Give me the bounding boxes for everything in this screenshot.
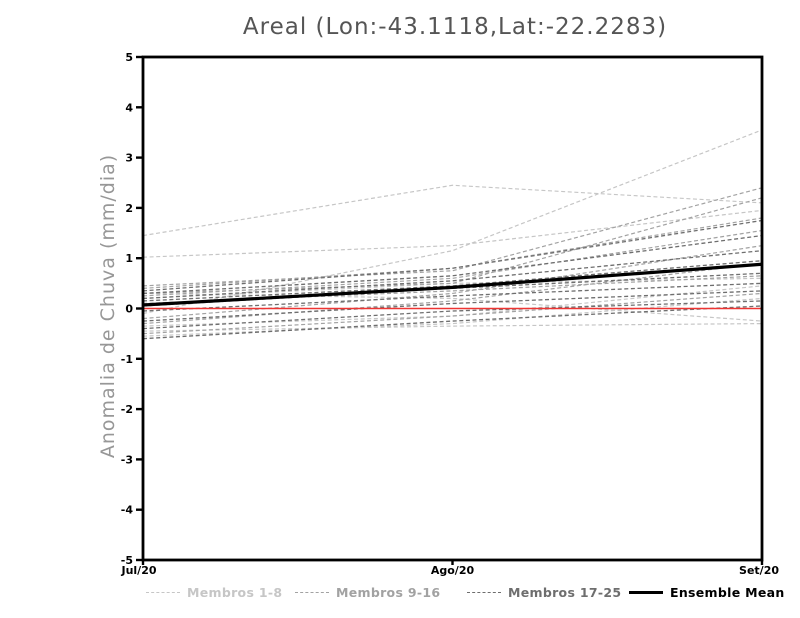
svg-text:2: 2 <box>125 202 133 215</box>
dashed-line-sample-icon <box>467 591 501 593</box>
legend-item-ensemble-mean: Ensemble Mean <box>629 584 785 600</box>
chart-title: Areal (Lon:-43.1118,Lat:-22.2283) <box>242 14 668 40</box>
svg-text:Ago/20: Ago/20 <box>431 564 475 577</box>
svg-text:-4: -4 <box>121 504 134 517</box>
svg-text:3: 3 <box>125 152 133 165</box>
svg-text:4: 4 <box>125 101 133 114</box>
svg-text:Jul/20: Jul/20 <box>120 564 156 577</box>
svg-text:Set/20: Set/20 <box>739 564 779 577</box>
legend-label: Membros 1-8 <box>187 584 283 600</box>
svg-text:-5: -5 <box>121 554 133 567</box>
legend-item-membros-17-25: Membros 17-25 <box>467 584 621 600</box>
legend: Membros 1-8 Membros 9-16 Membros 17-25 E… <box>0 584 800 606</box>
svg-text:-3: -3 <box>121 453 133 466</box>
legend-item-membros-9-16: Membros 9-16 <box>295 584 440 600</box>
svg-text:0: 0 <box>125 303 133 316</box>
svg-text:-2: -2 <box>121 403 133 416</box>
solid-line-sample-icon <box>629 590 663 594</box>
dashed-line-sample-icon <box>146 591 180 593</box>
legend-label: Membros 9-16 <box>336 584 441 600</box>
svg-text:1: 1 <box>125 252 133 265</box>
svg-text:-1: -1 <box>121 353 133 366</box>
legend-label: Membros 17-25 <box>508 584 622 600</box>
dashed-line-sample-icon <box>295 591 329 593</box>
legend-item-membros-1-8: Membros 1-8 <box>146 584 282 600</box>
svg-text:5: 5 <box>125 51 133 64</box>
legend-label: Ensemble Mean <box>670 584 785 600</box>
